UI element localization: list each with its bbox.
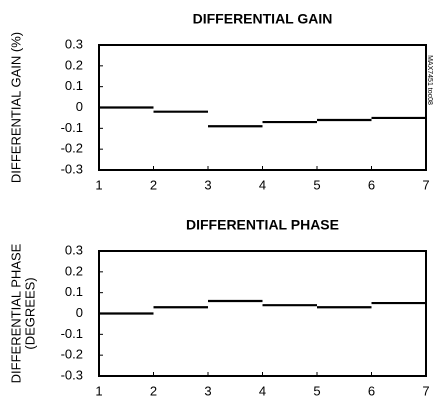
- y-tick-label: 0: [76, 305, 83, 320]
- chart-title: DIFFERENTIAL GAIN: [193, 11, 333, 27]
- y-tick-label: 0.2: [65, 57, 83, 72]
- x-tick-label: 6: [368, 177, 375, 192]
- x-tick-label: 6: [368, 383, 375, 398]
- x-tick-label: 5: [313, 383, 320, 398]
- x-tick-label: 4: [259, 383, 266, 398]
- y-tick-label: 0.1: [65, 284, 83, 299]
- x-tick-label: 7: [422, 383, 429, 398]
- x-tick-label: 2: [150, 177, 157, 192]
- side-note: MAX7451 toc08: [426, 55, 433, 105]
- y-tick-label: -0.1: [61, 120, 83, 135]
- y-tick-label: 0: [76, 99, 83, 114]
- y-tick-label: -0.1: [61, 326, 83, 341]
- y-axis-label: DIFFERENTIAL PHASE: [8, 243, 23, 383]
- x-tick-label: 5: [313, 177, 320, 192]
- y-tick-label: 0.2: [65, 263, 83, 278]
- x-tick-label: 7: [422, 177, 429, 192]
- y-tick-label: -0.3: [61, 367, 83, 382]
- x-tick-label: 2: [150, 383, 157, 398]
- x-tick-label: 1: [95, 177, 102, 192]
- y-tick-label: 0.3: [65, 36, 83, 51]
- x-tick-label: 4: [259, 177, 266, 192]
- y-axis-label: (DEGREES): [22, 277, 37, 349]
- y-tick-label: 0.1: [65, 78, 83, 93]
- x-tick-label: 3: [204, 383, 211, 398]
- x-tick-label: 3: [204, 177, 211, 192]
- chart-title: DIFFERENTIAL PHASE: [186, 217, 339, 233]
- y-tick-label: -0.2: [61, 141, 83, 156]
- x-tick-label: 1: [95, 383, 102, 398]
- y-tick-label: -0.3: [61, 161, 83, 176]
- y-tick-label: -0.2: [61, 347, 83, 362]
- y-tick-label: 0.3: [65, 242, 83, 257]
- y-axis-label: DIFFERENTIAL GAIN (%): [8, 32, 23, 183]
